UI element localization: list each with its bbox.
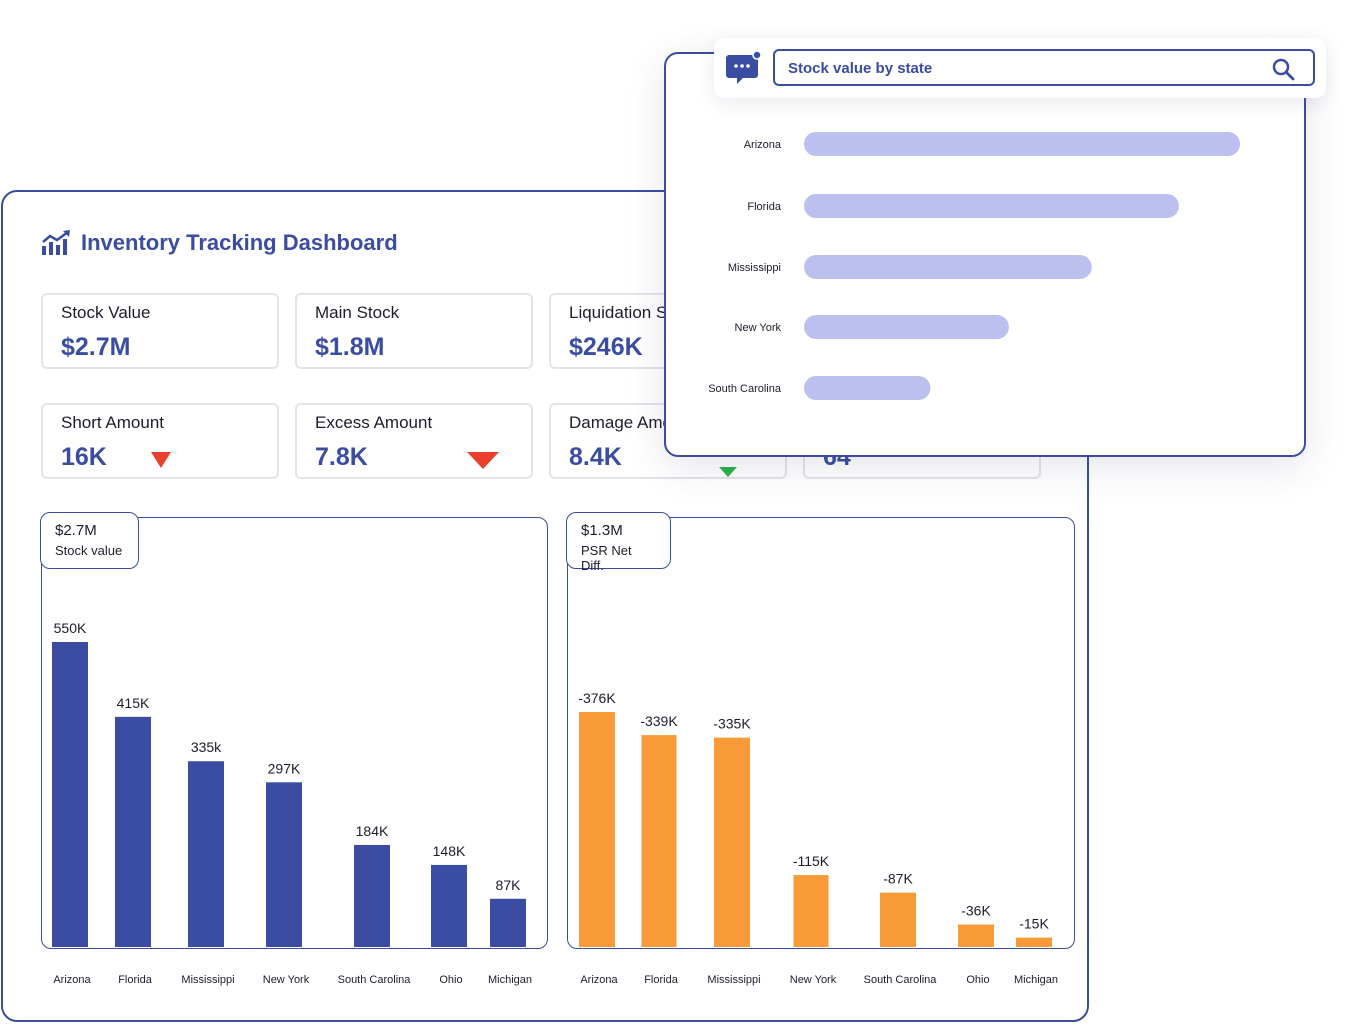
stock-bar-new-york[interactable] (266, 782, 302, 947)
category-label: Arizona (53, 974, 91, 986)
category-label: New York (790, 974, 837, 986)
data-label: 335k (191, 739, 222, 755)
psr-bar-arizona[interactable] (579, 712, 615, 947)
category-label: South Carolina (864, 974, 938, 986)
kpi-value: 8.4K (569, 443, 622, 471)
psr-bar-florida[interactable] (641, 735, 677, 947)
stock-bar-michigan[interactable] (490, 898, 526, 947)
kpi-card-excess-amount[interactable]: Excess Amount 7.8K (295, 403, 533, 479)
kpi-label: Main Stock (315, 303, 400, 322)
category-label: New York (263, 974, 310, 986)
stock-by-state-popup: Arizona Florida Mississippi New York South C… (664, 52, 1306, 457)
category-label: Mississippi (707, 974, 760, 986)
data-label: 297K (268, 760, 301, 776)
state-bar-new-york[interactable] (804, 315, 1009, 339)
state-bar-florida[interactable] (804, 194, 1179, 218)
dashboard-header: Inventory Tracking Dashboard (41, 230, 398, 256)
stock-bar-south-carolina[interactable] (354, 844, 390, 947)
summary-label: Stock value (55, 543, 123, 558)
kpi-label: Liquidation S (569, 303, 668, 322)
search-query: Stock value by state (788, 60, 933, 77)
data-label: -15K (1019, 916, 1049, 932)
data-label: 87K (496, 877, 522, 893)
stock-value-summary-tag: $2.7M Stock value (40, 512, 139, 569)
state-label: Florida (747, 201, 782, 213)
state-label: South Carolina (708, 383, 782, 395)
trend-down-icon (719, 467, 737, 477)
data-label: -115K (793, 853, 830, 869)
data-label: -87K (883, 871, 913, 887)
kpi-value: $2.7M (61, 333, 131, 361)
kpi-value: $1.8M (315, 333, 385, 361)
summary-value: $1.3M (581, 522, 623, 539)
category-label: Michigan (488, 974, 532, 986)
kpi-card-main-stock[interactable]: Main Stock $1.8M (295, 293, 533, 369)
kpi-card-stock-value[interactable]: Stock Value $2.7M (41, 293, 279, 369)
data-label: -339K (640, 713, 678, 729)
category-label: Michigan (1014, 974, 1058, 986)
psr-net-diff-summary-tag: $1.3M PSR Net Diff. (566, 512, 671, 573)
trend-down-icon (467, 452, 499, 469)
state-label: Arizona (744, 139, 782, 151)
search-input[interactable]: Stock value by state (773, 49, 1315, 86)
trend-down-icon (151, 452, 171, 468)
data-label: -36K (961, 903, 991, 919)
stock-by-state-chart: Arizona Florida Mississippi New York South C… (708, 132, 1240, 400)
stock-bar-ohio[interactable] (431, 864, 467, 947)
stock-bar-arizona[interactable] (52, 642, 88, 947)
dashboard-title: Inventory Tracking Dashboard (81, 230, 398, 255)
kpi-value: $246K (569, 333, 643, 361)
state-label: New York (735, 322, 782, 334)
summary-label: PSR Net Diff. (581, 543, 632, 573)
psr-bar-ohio[interactable] (958, 924, 994, 948)
category-label: Arizona (580, 974, 618, 986)
trend-chart-icon (41, 230, 71, 256)
stock-bar-mississippi[interactable] (188, 761, 224, 947)
state-bar-mississippi[interactable] (804, 255, 1092, 279)
psr-bar-new-york[interactable] (793, 875, 829, 947)
state-label: Mississippi (728, 262, 781, 274)
psr-bar-michigan[interactable] (1016, 937, 1052, 947)
search-bar: Stock value by state (714, 38, 1326, 98)
state-bar-south-carolina[interactable] (804, 376, 931, 400)
summary-value: $2.7M (55, 522, 97, 539)
category-label: Ohio (966, 974, 989, 986)
category-label: South Carolina (338, 974, 412, 986)
kpi-label: Stock Value (61, 303, 151, 322)
data-label: 415K (117, 695, 150, 711)
data-label: -376K (578, 690, 616, 706)
kpi-label: Damage Amo (569, 413, 672, 432)
kpi-label: Excess Amount (315, 413, 433, 432)
category-label: Florida (118, 974, 153, 986)
stock-bar-florida[interactable] (115, 716, 151, 947)
kpi-card-short-amount[interactable]: Short Amount 16K (41, 403, 279, 479)
kpi-value: 7.8K (315, 443, 368, 471)
category-label: Mississippi (181, 974, 234, 986)
chat-bubble-icon[interactable] (725, 50, 763, 92)
data-label: 148K (433, 843, 466, 859)
data-label: -335K (713, 716, 751, 732)
kpi-value: 16K (61, 443, 107, 471)
psr-bar-mississippi[interactable] (714, 737, 750, 947)
psr-bar-south-carolina[interactable] (880, 892, 916, 947)
data-label: 550K (54, 620, 87, 636)
search-icon[interactable] (1271, 57, 1295, 86)
category-label: Florida (644, 974, 679, 986)
data-label: 184K (356, 823, 389, 839)
category-label: Ohio (439, 974, 462, 986)
state-bar-arizona[interactable] (804, 132, 1240, 156)
kpi-label: Short Amount (61, 413, 165, 432)
